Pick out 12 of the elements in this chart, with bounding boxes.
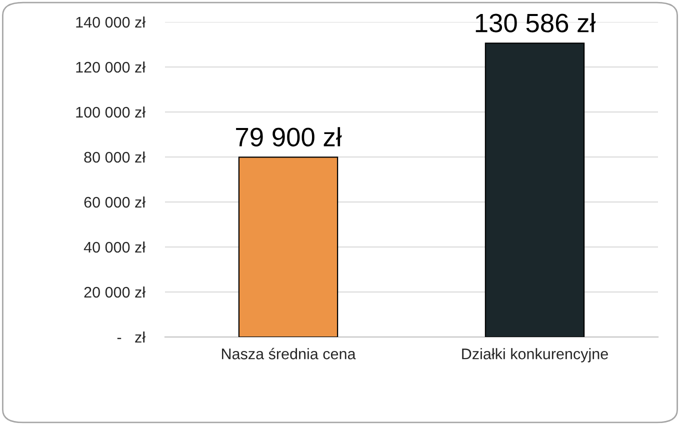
y-tick-label: 80 000 zł — [84, 151, 146, 163]
x-tick-label: Działki konkurencyjne — [462, 348, 608, 362]
y-tick-label: 140 000 zł — [76, 16, 146, 28]
y-tick-label: 60 000 zł — [84, 196, 146, 208]
x-tick-label: Nasza średnia cena — [222, 348, 356, 360]
y-tick-label: - zł — [117, 331, 146, 343]
data-label: 79 900 zł — [236, 127, 342, 146]
data-label: 130 586 zł — [476, 13, 596, 32]
y-tick-label: 40 000 zł — [84, 241, 146, 253]
y-tick-label: 100 000 zł — [76, 106, 146, 118]
y-tick-label: 20 000 zł — [84, 286, 146, 298]
y-tick-label: 120 000 zł — [76, 61, 146, 73]
